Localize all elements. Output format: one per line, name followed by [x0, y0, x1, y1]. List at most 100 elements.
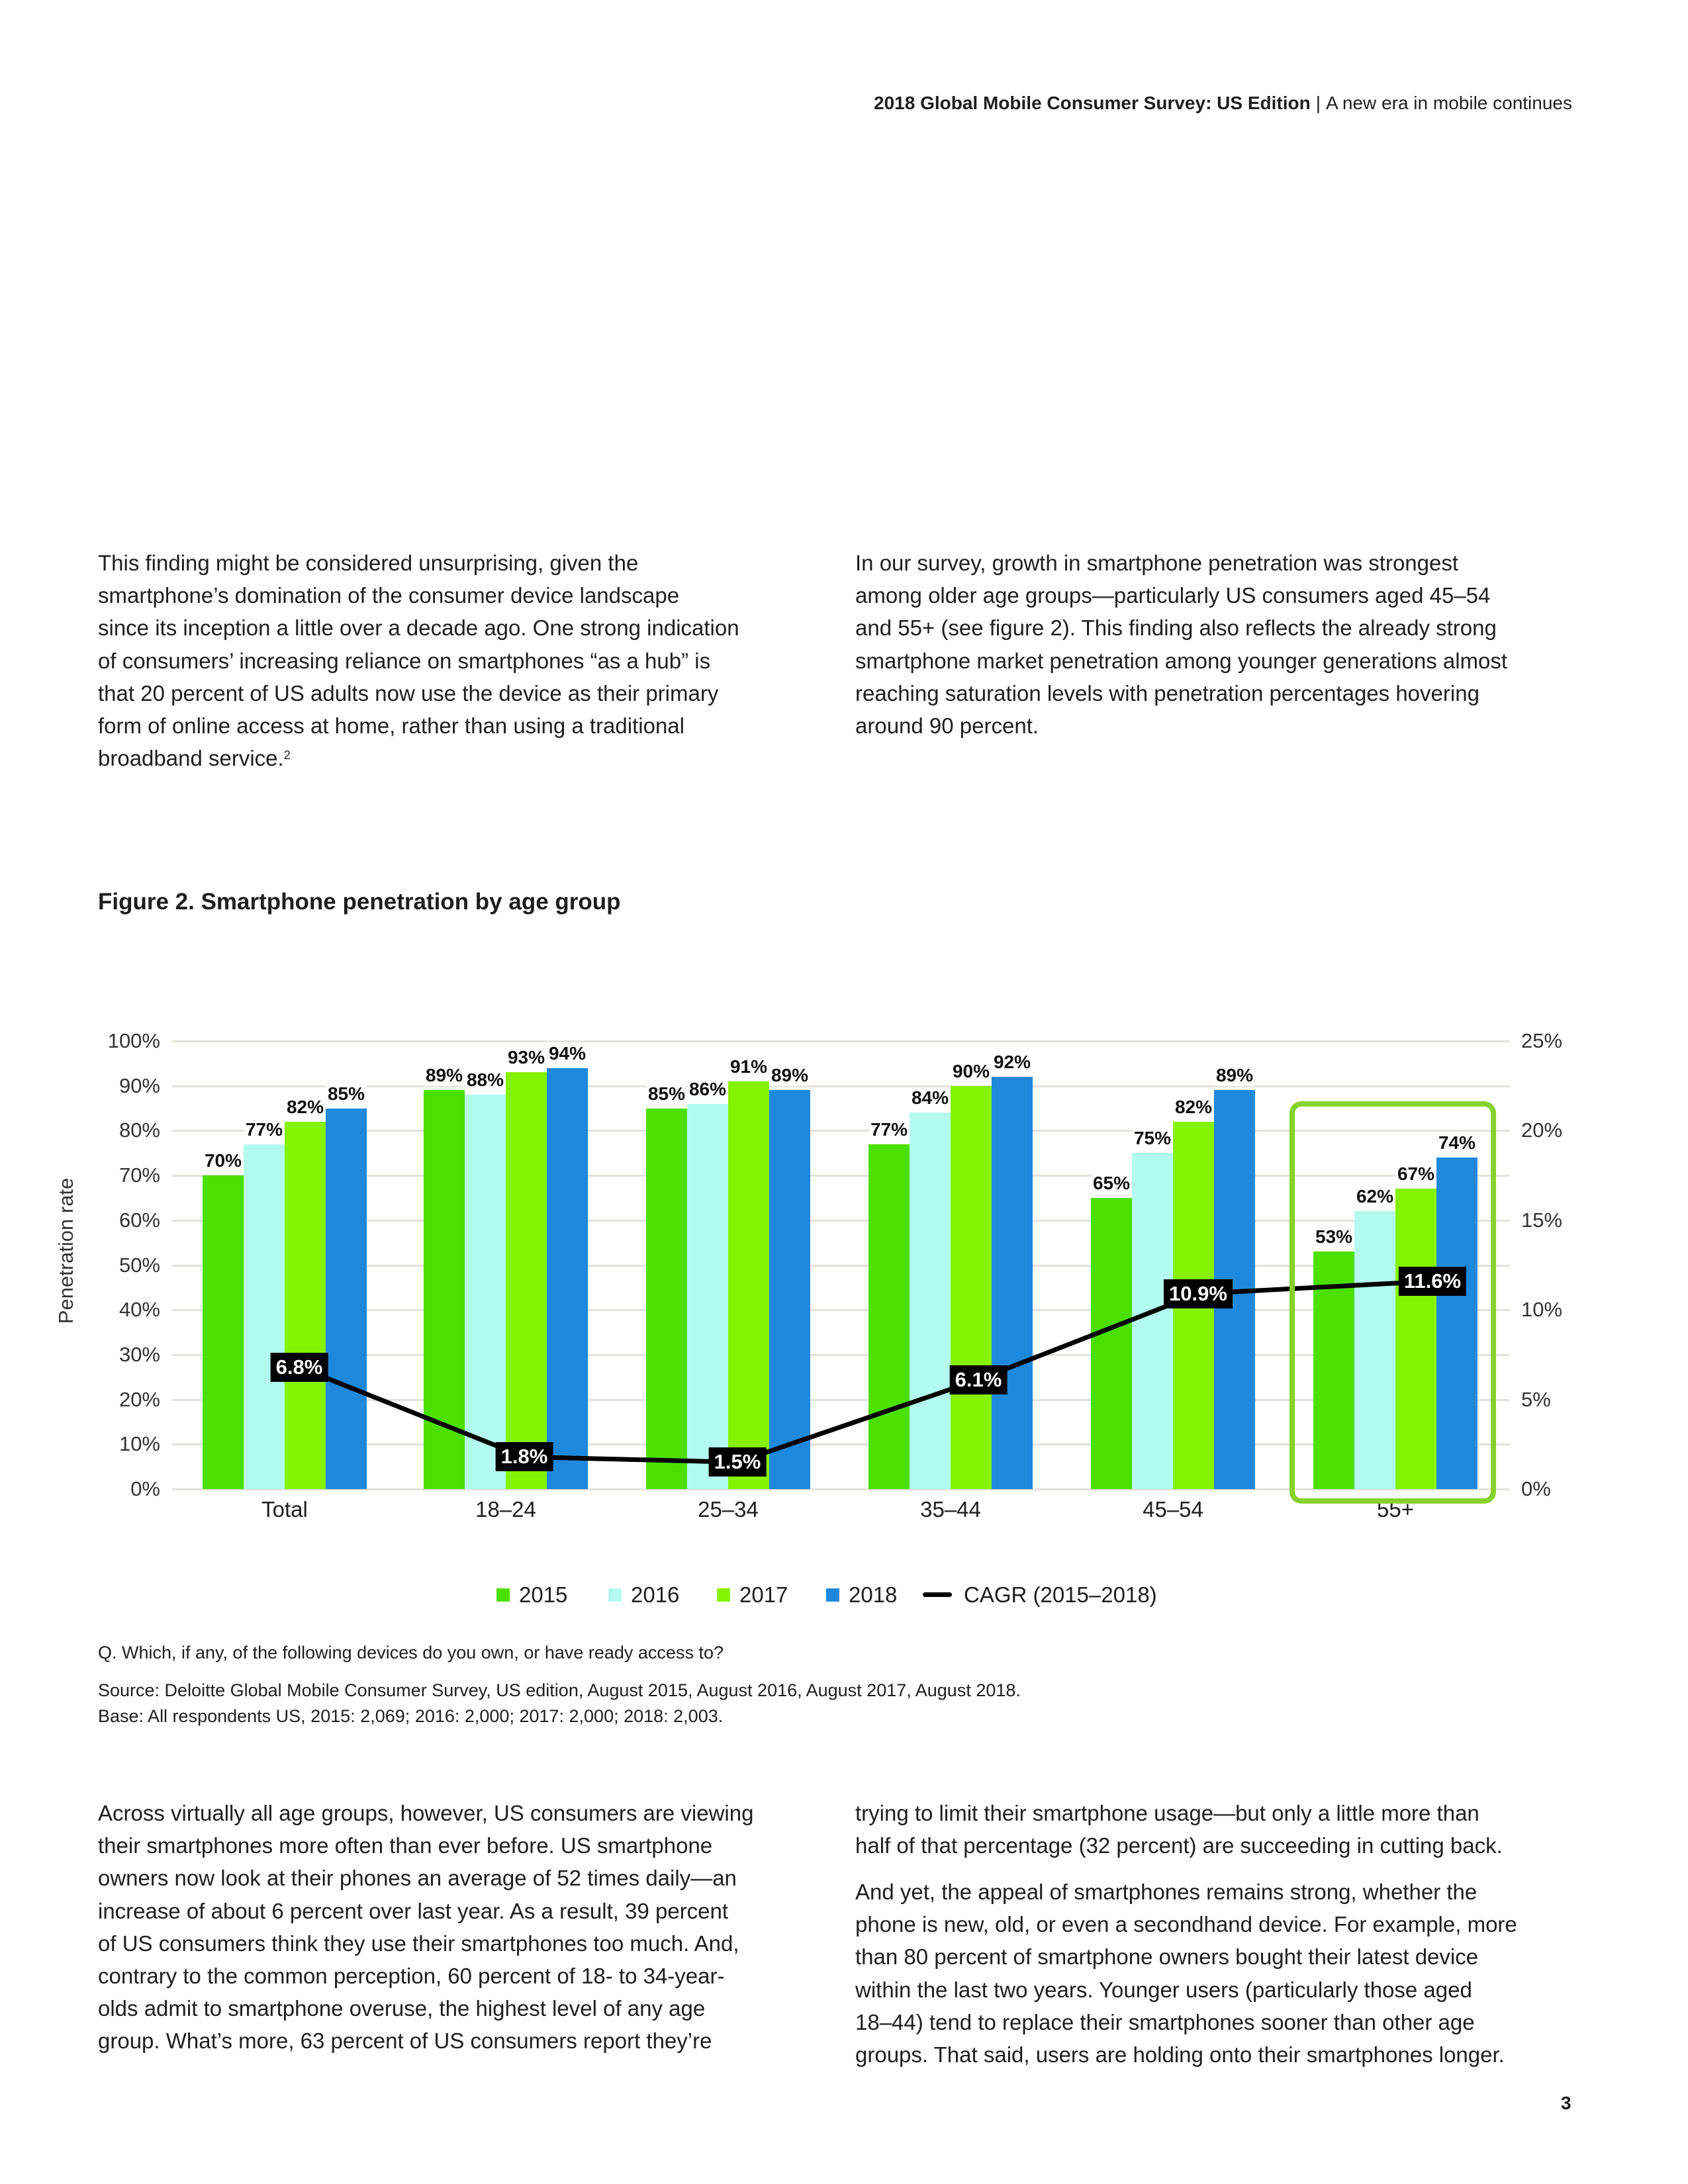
text-line-content: that 20 percent of US adults now use the… — [98, 680, 719, 705]
text-line: among older age groups—particularly US c… — [855, 579, 1507, 612]
text-line-content: smartphone market penetration among youn… — [855, 648, 1508, 673]
category-label: Total — [261, 1497, 308, 1522]
text-line: form of online access at home, rather th… — [98, 709, 739, 742]
cagr-value-label: 1.8% — [495, 1442, 553, 1472]
category-label: 18–24 — [475, 1497, 536, 1522]
bar-2016 — [687, 1103, 728, 1489]
text-line: of US consumers think they use their sma… — [98, 1927, 753, 1960]
legend-swatch-2016 — [608, 1588, 622, 1602]
bar-value-label: 65% — [1091, 1172, 1132, 1194]
legend-label: 2017 — [739, 1582, 788, 1607]
text-line: within the last two years. Younger users… — [855, 1974, 1517, 2006]
bar-2015 — [1091, 1197, 1132, 1489]
text-line-content: of US consumers think they use their sma… — [98, 1931, 739, 1956]
bar-value-label: 85% — [326, 1083, 367, 1105]
y-tick-label: 0% — [130, 1477, 160, 1500]
text-line-content: This finding might be considered unsurpr… — [98, 551, 639, 575]
gridline — [172, 1085, 1510, 1087]
text-line: around 90 percent. — [855, 709, 1507, 742]
text-line-content: reaching saturation levels with penetrat… — [855, 680, 1479, 705]
text-line-content: within the last two years. Younger users… — [855, 1977, 1472, 2002]
y2-tick-label: 15% — [1521, 1208, 1563, 1232]
bar-2017 — [951, 1085, 992, 1489]
bar-2018 — [992, 1077, 1033, 1489]
legend-swatch-2017 — [717, 1588, 730, 1602]
text-line-content: among older age groups—particularly US c… — [855, 583, 1491, 608]
bar-value-label: 94% — [547, 1042, 588, 1064]
y-tick-label: 30% — [118, 1342, 160, 1366]
page-number: 3 — [1561, 2093, 1571, 2113]
bar-2015 — [203, 1175, 244, 1489]
text-line-content: half of that percentage (32 percent) are… — [855, 1833, 1503, 1858]
figure-title: Figure 2. Smartphone penetration by age … — [98, 889, 621, 915]
legend-label: 2016 — [631, 1582, 680, 1607]
text-line-content: their smartphones more often than ever b… — [98, 1833, 713, 1858]
bar-value-label: 77% — [244, 1118, 285, 1140]
bar-value-label: 67% — [1395, 1163, 1436, 1185]
bar-value-label: 90% — [951, 1060, 992, 1082]
bar-value-label: 89% — [769, 1065, 810, 1087]
text-line: This finding might be considered unsurpr… — [98, 547, 739, 579]
text-line-content: and 55+ (see figure 2). This finding als… — [855, 615, 1497, 641]
text-line: trying to limit their smartphone usage—b… — [855, 1797, 1503, 1829]
text-line: phone is new, old, or even a secondhand … — [855, 1908, 1517, 1940]
header-title: 2018 Global Mobile Consumer Survey: US E… — [874, 93, 1311, 113]
category-label: 25–34 — [698, 1497, 759, 1522]
text-line: since its inception a little over a deca… — [98, 612, 739, 644]
gridline — [172, 1040, 1510, 1042]
text-line: increase of about 6 percent over last ye… — [98, 1895, 753, 1927]
header-separator: | — [1315, 93, 1321, 113]
cagr-value-label: 10.9% — [1164, 1279, 1233, 1308]
base-note: Base: All respondents US, 2015: 2,069; 2… — [98, 1706, 724, 1726]
bar-2016 — [465, 1095, 506, 1489]
cagr-value-label: 6.1% — [949, 1365, 1008, 1394]
body-paragraph-right-2: And yet, the appeal of smartphones remai… — [855, 1876, 1517, 2071]
text-line-content: group. What’s more, 63 percent of US con… — [98, 2028, 712, 2054]
y-tick-label: 40% — [118, 1298, 160, 1322]
footnote-reference: 2 — [283, 749, 291, 762]
bar-2015 — [646, 1108, 687, 1489]
gridline — [172, 1130, 1510, 1132]
text-line: half of that percentage (32 percent) are… — [855, 1829, 1503, 1862]
y-tick-label: 20% — [118, 1387, 160, 1411]
bar-value-label: 77% — [868, 1118, 910, 1140]
bar-value-label: 85% — [646, 1083, 687, 1105]
bar-2018 — [769, 1090, 810, 1489]
bar-value-label: 88% — [465, 1069, 506, 1091]
text-line: olds admit to smartphone overuse, the hi… — [98, 1992, 753, 2025]
bar-value-label: 70% — [203, 1150, 244, 1172]
bar-2017 — [506, 1072, 547, 1489]
text-line-content: than 80 percent of smartphone owners bou… — [855, 1944, 1479, 1970]
text-line: 18–44) tend to replace their smartphones… — [855, 2006, 1517, 2038]
text-line: And yet, the appeal of smartphones remai… — [855, 1876, 1517, 1908]
bar-2016 — [1132, 1153, 1173, 1489]
text-line-content: phone is new, old, or even a secondhand … — [855, 1912, 1517, 1937]
legend-line-swatch — [923, 1592, 952, 1597]
text-line-content: groups. That said, users are holding ont… — [855, 2042, 1505, 2067]
intro-paragraph-left: This finding might be considered unsurpr… — [98, 547, 739, 774]
y-tick-label: 60% — [118, 1208, 160, 1232]
y-tick-label: 10% — [118, 1432, 160, 1456]
cagr-value-label: 6.8% — [270, 1352, 328, 1382]
y-tick-label: 50% — [118, 1253, 160, 1277]
text-line: groups. That said, users are holding ont… — [855, 2038, 1517, 2071]
text-line: their smartphones more often than ever b… — [98, 1829, 753, 1862]
text-line-content: owners now look at their phones an avera… — [98, 1866, 737, 1891]
text-line: group. What’s more, 63 percent of US con… — [98, 2025, 753, 2057]
y2-tick-label: 0% — [1521, 1477, 1551, 1500]
text-line-content: olds admit to smartphone overuse, the hi… — [98, 1996, 706, 2021]
legend-label: CAGR (2015–2018) — [964, 1582, 1157, 1607]
bar-value-label: 82% — [1173, 1096, 1214, 1118]
bar-2015 — [868, 1144, 910, 1489]
text-line: owners now look at their phones an avera… — [98, 1862, 753, 1894]
text-line-content: In our survey, growth in smartphone pene… — [855, 551, 1459, 575]
source-note: Source: Deloitte Global Mobile Consumer … — [98, 1680, 1021, 1700]
bar-value-label: 89% — [1214, 1065, 1255, 1087]
bar-value-label: 75% — [1132, 1128, 1173, 1150]
text-line-content: form of online access at home, rather th… — [98, 713, 684, 738]
text-line-content: of consumers’ increasing reliance on sma… — [98, 648, 711, 673]
bar-value-label: 53% — [1313, 1226, 1354, 1248]
bar-value-label: 62% — [1354, 1186, 1395, 1208]
text-line-content: around 90 percent. — [855, 713, 1039, 738]
gridline — [172, 1264, 1510, 1267]
